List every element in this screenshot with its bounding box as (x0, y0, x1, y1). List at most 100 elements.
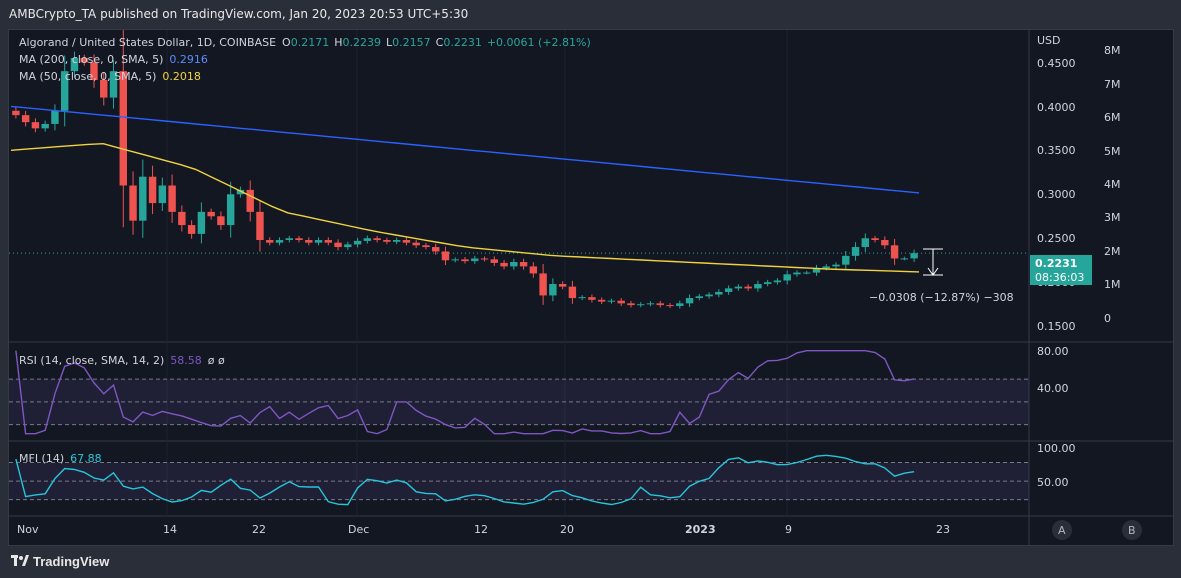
candle-down[interactable] (217, 216, 225, 226)
mfi-line[interactable] (15, 454, 915, 506)
candle-up[interactable] (60, 71, 69, 111)
candle-up[interactable] (910, 253, 918, 259)
candle-down[interactable] (168, 185, 176, 212)
candle-down[interactable] (490, 259, 499, 263)
candlestick-series[interactable] (12, 30, 918, 309)
candle-up[interactable] (773, 280, 782, 283)
candle-up[interactable] (734, 286, 743, 289)
candle-up[interactable] (637, 304, 645, 306)
candle-up[interactable] (236, 189, 245, 195)
candle-down[interactable] (617, 300, 625, 304)
candle-up[interactable] (139, 176, 147, 221)
candle-up[interactable] (285, 238, 293, 241)
candle-down[interactable] (80, 57, 88, 63)
measure-tool[interactable]: −0.0308 (−12.87%) −308 (869, 248, 1014, 304)
mfi-legend[interactable]: MFI (14) 67.88 (19, 452, 102, 465)
candle-up[interactable] (226, 194, 235, 226)
candle-up[interactable] (344, 244, 352, 248)
candle-up[interactable] (510, 262, 518, 267)
candle-down[interactable] (207, 211, 215, 217)
candle-up[interactable] (783, 274, 791, 281)
candle-down[interactable] (12, 110, 20, 116)
candle-up[interactable] (832, 264, 840, 267)
candle-up[interactable] (705, 294, 713, 297)
candle-up[interactable] (812, 268, 821, 273)
candle-up[interactable] (754, 283, 762, 289)
candle-down[interactable] (597, 299, 606, 302)
time-axis[interactable]: Nov 14 22 Dec 12 20 2023 9 23 (17, 523, 950, 536)
candle-up[interactable] (51, 110, 59, 124)
candle-down[interactable] (100, 79, 108, 98)
candle-down[interactable] (744, 286, 752, 289)
candle-up[interactable] (803, 272, 811, 274)
rsi-legend[interactable]: RSI (14, close, SMA, 14, 2) 58.58 ø ø (19, 354, 225, 367)
candle-up[interactable] (607, 300, 616, 302)
candle-up[interactable] (353, 240, 362, 245)
candle-down[interactable] (187, 225, 196, 234)
candle-down[interactable] (890, 245, 899, 259)
price-axis[interactable]: USD 0.4500 0.4000 0.3500 0.3000 0.2500 0… (1037, 34, 1076, 333)
rsi-line[interactable] (15, 350, 915, 435)
scale-button-b[interactable]: B (1122, 520, 1142, 540)
candle-up[interactable] (578, 297, 586, 299)
candle-down[interactable] (266, 240, 274, 243)
candle-down[interactable] (402, 240, 411, 243)
candle-up[interactable] (822, 266, 830, 269)
candle-down[interactable] (295, 238, 303, 241)
candle-down[interactable] (588, 297, 596, 300)
ma50-line[interactable] (10, 142, 920, 273)
candle-up[interactable] (685, 298, 694, 304)
candle-up[interactable] (900, 258, 909, 260)
candle-down[interactable] (178, 211, 186, 226)
candle-down[interactable] (21, 115, 30, 123)
candle-up[interactable] (763, 282, 772, 284)
candle-down[interactable] (412, 242, 420, 246)
candle-down[interactable] (334, 242, 342, 248)
chart-container[interactable]: −0.0308 (−12.87%) −308 Algorand / United… (8, 29, 1174, 546)
candle-down[interactable] (305, 240, 313, 243)
candle-down[interactable] (148, 176, 157, 204)
candle-up[interactable] (646, 303, 655, 305)
candle-down[interactable] (539, 273, 547, 296)
candle-down[interactable] (256, 211, 264, 241)
candle-up[interactable] (851, 247, 860, 256)
candle-down[interactable] (558, 283, 567, 287)
scale-button-a[interactable]: A (1052, 520, 1072, 540)
candle-up[interactable] (197, 211, 206, 234)
candle-down[interactable] (431, 247, 440, 252)
candle-down[interactable] (480, 258, 489, 260)
candle-up[interactable] (471, 258, 479, 262)
candle-up[interactable] (676, 303, 684, 306)
symbol-legend[interactable]: Algorand / United States Dollar, 1D, COI… (19, 36, 591, 83)
candle-up[interactable] (695, 296, 704, 299)
candle-down[interactable] (90, 62, 98, 80)
candle-up[interactable] (793, 272, 801, 275)
candle-up[interactable] (363, 238, 372, 241)
candle-up[interactable] (314, 240, 323, 243)
candle-down[interactable] (383, 240, 391, 242)
candle-down[interactable] (881, 240, 889, 246)
candle-down[interactable] (627, 303, 635, 306)
candle-down[interactable] (129, 185, 137, 221)
candle-down[interactable] (529, 266, 538, 274)
candle-down[interactable] (324, 240, 333, 243)
candle-up[interactable] (158, 185, 167, 204)
candle-down[interactable] (373, 238, 381, 241)
candle-down[interactable] (246, 189, 254, 212)
candle-up[interactable] (724, 288, 733, 292)
candle-up[interactable] (715, 291, 723, 295)
candle-down[interactable] (441, 251, 450, 261)
ma200-line[interactable] (10, 105, 920, 194)
candle-down[interactable] (871, 238, 879, 241)
candle-down[interactable] (656, 303, 664, 306)
candle-up[interactable] (861, 238, 870, 248)
candle-up[interactable] (70, 57, 79, 72)
candle-up[interactable] (41, 123, 49, 129)
candle-up[interactable] (109, 71, 118, 98)
candle-down[interactable] (422, 245, 430, 248)
candle-down[interactable] (461, 259, 469, 262)
candle-up[interactable] (275, 240, 284, 243)
candle-down[interactable] (500, 262, 508, 267)
candle-down[interactable] (568, 286, 577, 299)
candle-up[interactable] (842, 255, 850, 265)
